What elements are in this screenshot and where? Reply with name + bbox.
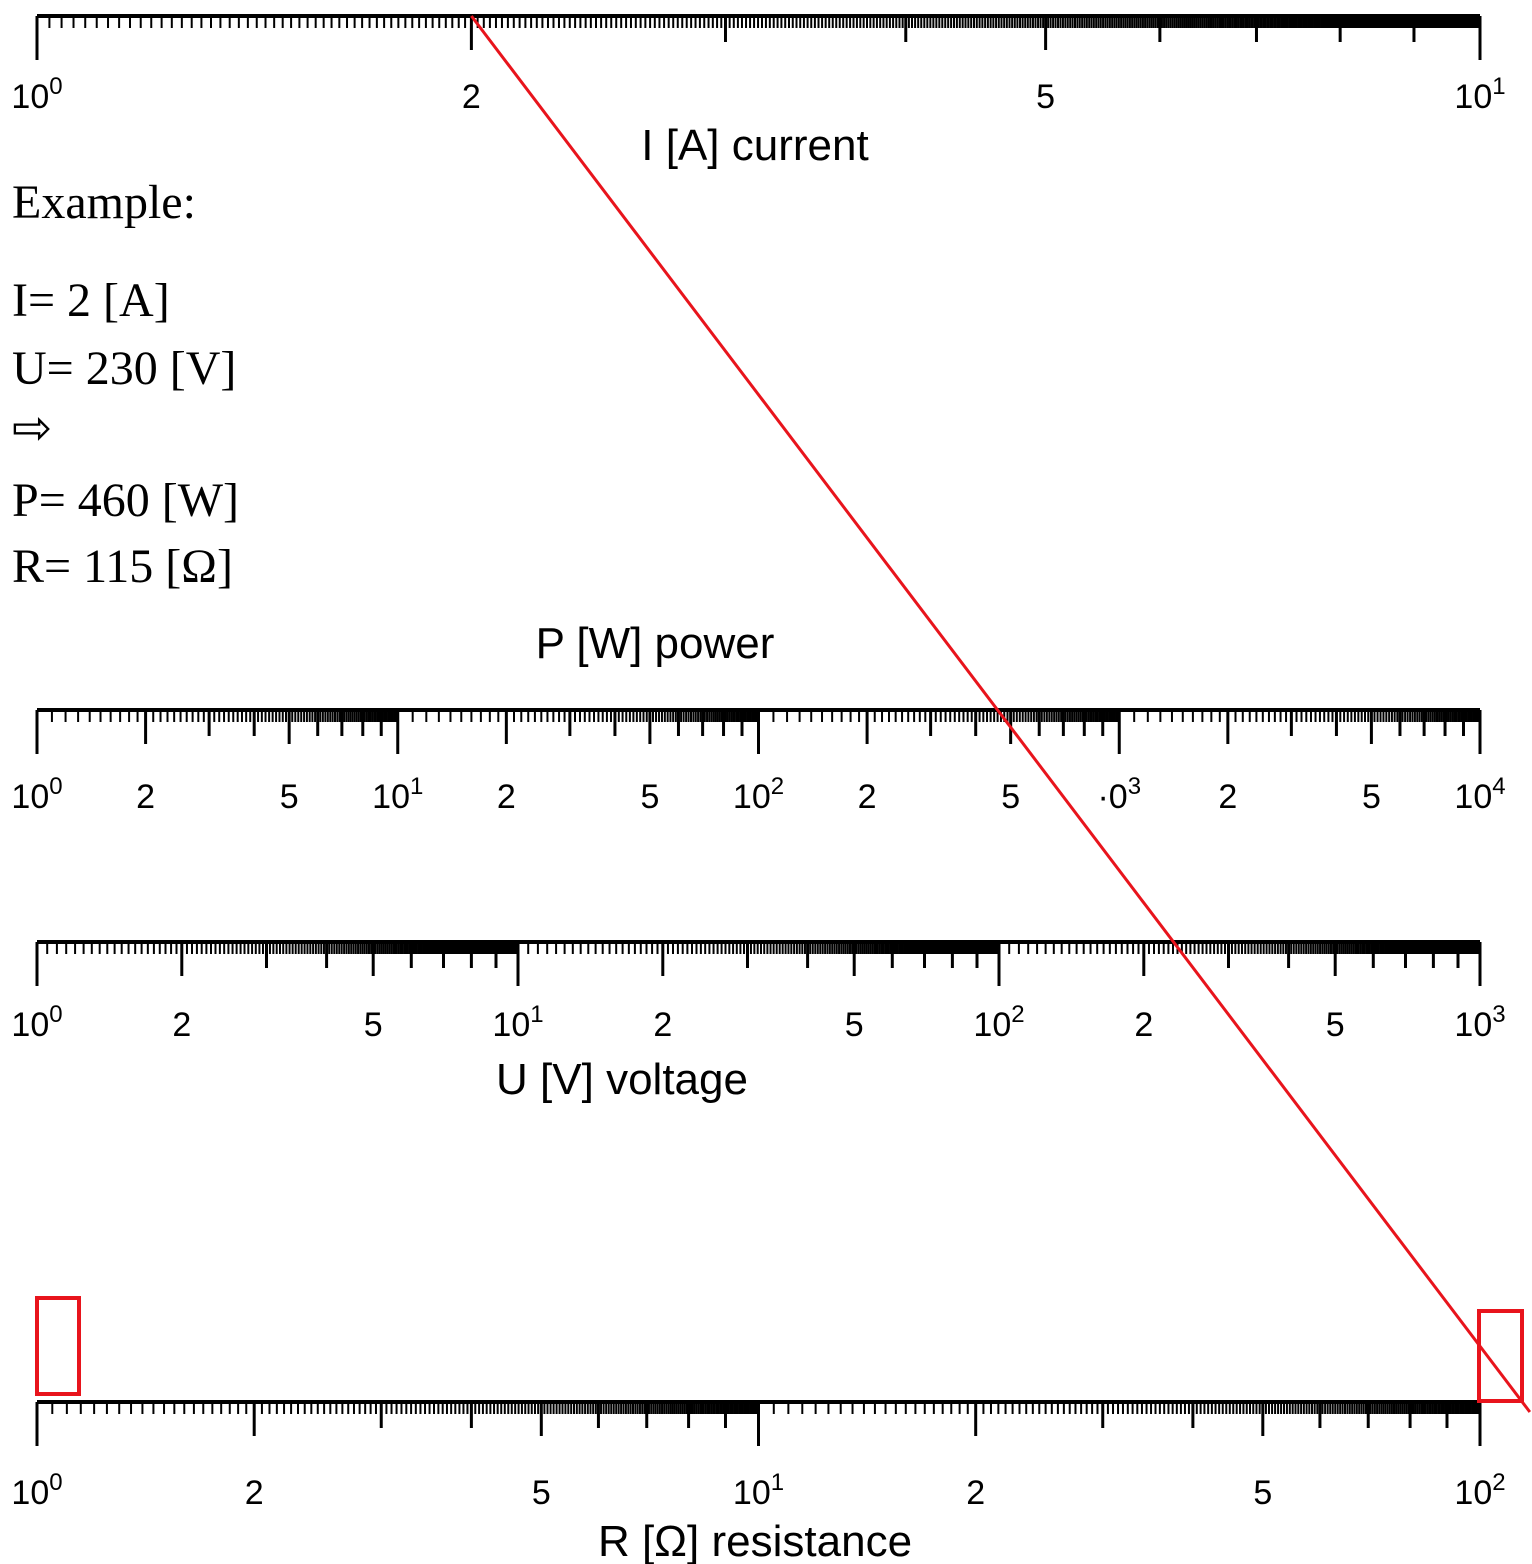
current-axis-title: I [A] current — [641, 121, 868, 170]
current-tick-label: 2 — [462, 78, 481, 116]
resistance-tick-label: 5 — [532, 1474, 551, 1512]
nomogram-axes: 100 2 5 101 100 2 5 101 2 5 102 2 5 ·03 2 5 104 100 2 5 101 2… — [11, 14, 1506, 1512]
power-tick-label: 102 — [733, 773, 784, 816]
power-tick-label: 2 — [858, 778, 877, 816]
example-arrow: ⇨ — [12, 402, 52, 455]
voltage-tick-label: 2 — [172, 1006, 191, 1044]
example-isopleth-line — [470, 15, 1532, 1413]
power-tick-label: ·03 — [1097, 773, 1141, 816]
power-tick-label: 104 — [1454, 773, 1505, 816]
voltage-tick-label: 2 — [653, 1006, 672, 1044]
power-tick-label: 2 — [136, 778, 155, 816]
power-tick-label: 2 — [1218, 778, 1237, 816]
power-tick-label: 5 — [640, 778, 659, 816]
current-tick-label: 5 — [1036, 78, 1055, 116]
example-power: P= 460 [W] — [12, 474, 239, 527]
example-resistance: R= 115 [Ω] — [12, 540, 233, 593]
voltage-tick-label: 2 — [1134, 1006, 1153, 1044]
resistance-tick-label: 100 — [11, 1469, 62, 1512]
voltage-tick-label: 5 — [364, 1006, 383, 1044]
voltage-tick-label: 5 — [845, 1006, 864, 1044]
voltage-tick-label: 100 — [11, 1001, 62, 1044]
highlight-box-end — [1477, 1309, 1524, 1403]
power-tick-label: 5 — [1362, 778, 1381, 816]
resistance-tick-label: 102 — [1454, 1469, 1505, 1512]
current-tick-label: 101 — [1454, 73, 1505, 116]
resistance-scale: 100 2 5 101 2 5 102 — [11, 1400, 1506, 1512]
power-tick-label: 100 — [11, 773, 62, 816]
current-tick-label: 100 — [11, 73, 62, 116]
power-tick-label: 5 — [1001, 778, 1020, 816]
resistance-tick-label: 101 — [733, 1469, 784, 1512]
voltage-tick-label: 5 — [1326, 1006, 1345, 1044]
power-scale: 100 2 5 101 2 5 102 2 5 ·03 2 5 104 — [11, 708, 1506, 816]
power-tick-label: 2 — [497, 778, 516, 816]
voltage-axis-title: U [V] voltage — [496, 1055, 748, 1104]
voltage-tick-label: 103 — [1454, 1001, 1505, 1044]
example-voltage: U= 230 [V] — [12, 342, 236, 395]
resistance-tick-label: 2 — [966, 1474, 985, 1512]
power-tick-label: 101 — [372, 773, 423, 816]
voltage-tick-label: 101 — [492, 1001, 543, 1044]
resistance-tick-label: 5 — [1253, 1474, 1272, 1512]
voltage-scale: 100 2 5 101 2 5 102 2 5 103 — [11, 940, 1506, 1044]
example-overlay — [35, 15, 1532, 1413]
example-current: I= 2 [A] — [12, 274, 170, 327]
power-tick-label: 5 — [280, 778, 299, 816]
example-heading: Example: — [12, 176, 196, 229]
voltage-tick-label: 102 — [973, 1001, 1024, 1044]
power-axis-title: P [W] power — [536, 619, 775, 668]
example-panel: Example: I= 2 [A] U= 230 [V] ⇨ P= 460 [W… — [12, 176, 239, 593]
current-scale: 100 2 5 101 — [11, 14, 1506, 116]
resistance-axis-title: R [Ω] resistance — [598, 1517, 912, 1564]
highlight-box-start — [35, 1296, 81, 1396]
resistance-tick-label: 2 — [245, 1474, 264, 1512]
